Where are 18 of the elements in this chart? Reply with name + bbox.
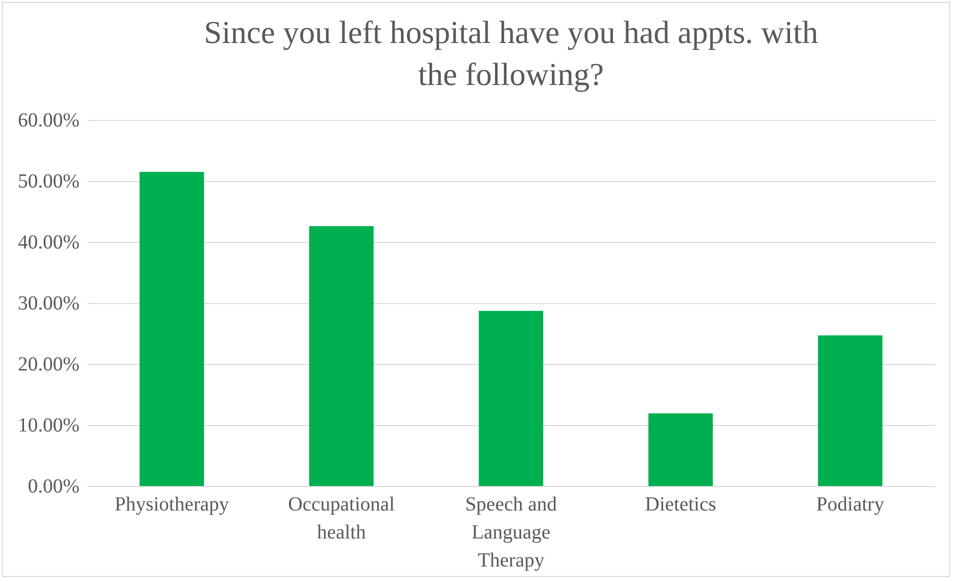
- y-tick-label: 50.00%: [18, 170, 80, 192]
- y-tick-label: 60.00%: [18, 110, 80, 132]
- bar: [478, 310, 544, 486]
- bar: [140, 172, 204, 486]
- y-tick-label: 0.00%: [28, 476, 80, 498]
- bar: [648, 413, 713, 486]
- x-tick-label: Speech and Language Therapy: [465, 494, 557, 572]
- x-tick-label: Occupational health: [288, 494, 396, 544]
- x-tick-label: Dietetics: [645, 494, 716, 516]
- y-tick-label: 20.00%: [18, 354, 80, 376]
- chart-title: Since you left hospital have you had appts. with the following?: [204, 14, 818, 92]
- x-tick-label: Podiatry: [816, 494, 884, 516]
- bar: [309, 226, 374, 486]
- y-tick-label: 40.00%: [18, 232, 80, 254]
- bar: [818, 335, 882, 486]
- x-tick-label: Physiotherapy: [114, 494, 230, 516]
- y-tick-label: 10.00%: [18, 414, 80, 436]
- y-tick-label: 30.00%: [18, 292, 80, 314]
